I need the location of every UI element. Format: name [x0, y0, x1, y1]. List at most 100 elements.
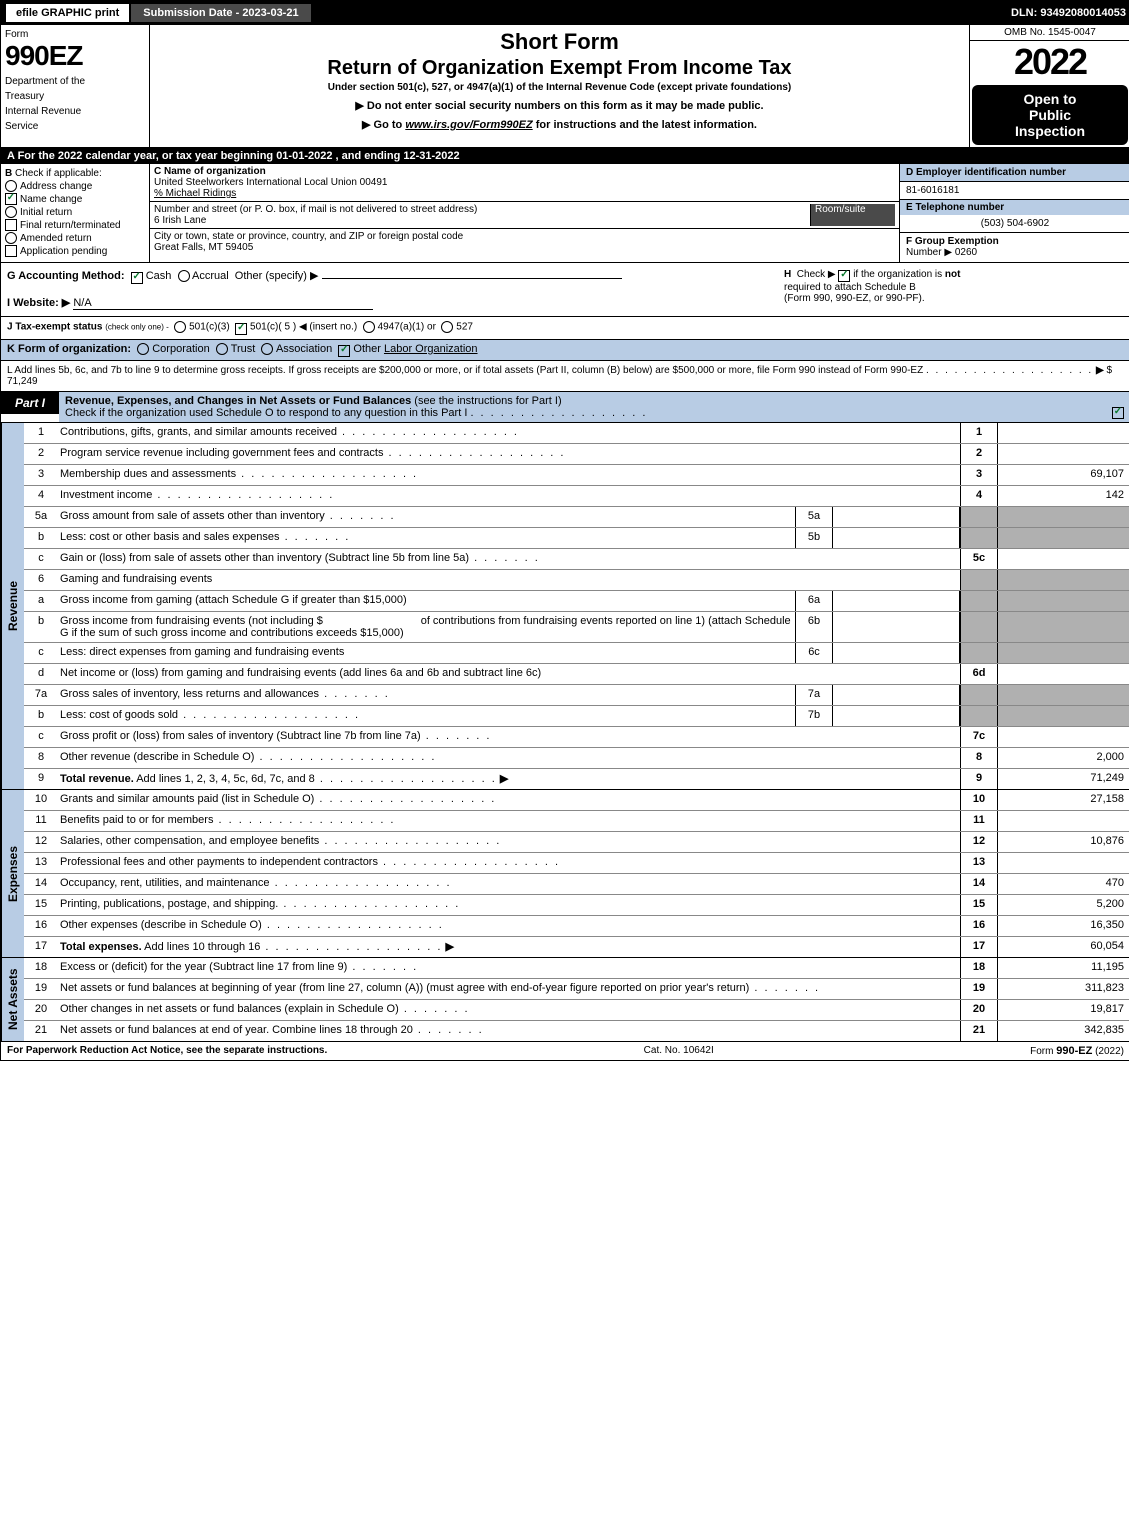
checkbox-accrual[interactable] — [178, 270, 190, 282]
ln-15-rnum: 15 — [960, 895, 998, 915]
ln-13-desc: Professional fees and other payments to … — [60, 856, 378, 868]
section-bcd: B Check if applicable: Address change Na… — [1, 164, 1129, 263]
ln-18-desc: Excess or (deficit) for the year (Subtra… — [60, 961, 347, 973]
ln-10-val: 27,158 — [998, 790, 1129, 810]
ln-5b-mid: 5b — [795, 528, 833, 548]
dept-line-1: Department of the — [5, 76, 145, 87]
ln-17-desc: Add lines 10 through 16 — [144, 941, 260, 953]
ln-6c-desc: Less: direct expenses from gaming and fu… — [58, 643, 795, 663]
ln-6b-desc-pre: Gross income from fundraising events (no… — [60, 615, 323, 627]
radio-other[interactable] — [338, 345, 350, 357]
omb-number: OMB No. 1545-0047 — [970, 25, 1129, 41]
open-to: Open to — [976, 91, 1124, 107]
ln-6b-desc: Gross income from fundraising events (no… — [58, 612, 795, 642]
ln-15-val: 5,200 — [998, 895, 1129, 915]
radio-association[interactable] — [261, 343, 273, 355]
ln-4-rnum: 4 — [960, 486, 998, 506]
part-1-title-note: (see the instructions for Part I) — [414, 395, 561, 407]
part-1-check-text: Check if the organization used Schedule … — [65, 407, 467, 419]
h-text4: (Form 990, 990-EZ, or 990-PF). — [784, 293, 925, 304]
ln-6c-mid: 6c — [795, 643, 833, 663]
ln-6a-shade — [960, 591, 998, 611]
ln-7a-shade — [960, 685, 998, 705]
radio-527[interactable] — [441, 321, 453, 333]
checkbox-initial-return[interactable] — [5, 206, 17, 218]
radio-corporation[interactable] — [137, 343, 149, 355]
ln-2-rnum: 2 — [960, 444, 998, 464]
ln-3-rnum: 3 — [960, 465, 998, 485]
ln-5a-num: 5a — [24, 507, 58, 527]
b-label: B — [5, 168, 12, 179]
efile-print-button[interactable]: efile GRAPHIC print — [5, 3, 130, 23]
checkbox-schedule-o[interactable] — [1112, 407, 1124, 419]
checkbox-final-return[interactable] — [5, 219, 17, 231]
ln-9-val: 71,249 — [998, 769, 1129, 789]
b-item-4: Amended return — [20, 233, 92, 244]
ln-5c-rnum: 5c — [960, 549, 998, 569]
org-name: United Steelworkers International Local … — [154, 177, 387, 188]
k-opt-0: Corporation — [152, 343, 209, 355]
ln-16-num: 16 — [24, 916, 58, 936]
column-d: D Employer identification number 81-6016… — [900, 164, 1129, 262]
b-item-0: Address change — [20, 181, 92, 192]
i-label: I Website: ▶ — [7, 297, 70, 309]
h-text2: if the organization is — [853, 269, 945, 280]
phone-value: (503) 504-6902 — [900, 215, 1129, 233]
radio-trust[interactable] — [216, 343, 228, 355]
radio-4947[interactable] — [363, 321, 375, 333]
ln-2-desc: Program service revenue including govern… — [60, 447, 383, 459]
checkbox-address-change[interactable] — [5, 180, 17, 192]
ln-6a-mid: 6a — [795, 591, 833, 611]
k-opt-2: Association — [276, 343, 332, 355]
row-a-tax-year: A For the 2022 calendar year, or tax yea… — [1, 148, 1129, 164]
subtitle: Under section 501(c), 527, or 4947(a)(1)… — [154, 82, 965, 93]
k-opt-1: Trust — [231, 343, 256, 355]
ln-5c-desc: Gain or (loss) from sale of assets other… — [60, 552, 469, 564]
k-label: K Form of organization: — [7, 343, 131, 355]
ln-1-desc: Contributions, gifts, grants, and simila… — [60, 426, 337, 438]
ln-20-val: 19,817 — [998, 1000, 1129, 1020]
ln-8-rnum: 8 — [960, 748, 998, 768]
ln-7b-shade — [960, 706, 998, 726]
f-label: F Group Exemption — [906, 236, 999, 247]
ln-14-desc: Occupancy, rent, utilities, and maintena… — [60, 877, 270, 889]
ln-6-desc: Gaming and fundraising events — [58, 570, 960, 590]
ln-1-rnum: 1 — [960, 423, 998, 443]
checkbox-name-change[interactable] — [5, 193, 17, 205]
ln-5a-mid: 5a — [795, 507, 833, 527]
footer-right: Form 990-EZ (2022) — [1030, 1045, 1124, 1057]
revenue-side-label: Revenue — [1, 423, 24, 789]
checkbox-h[interactable] — [838, 270, 850, 282]
j-opt4: 527 — [456, 322, 473, 333]
ln-6d-val — [998, 664, 1129, 684]
short-form-title: Short Form — [154, 29, 965, 55]
irs-link[interactable]: www.irs.gov/Form990EZ — [405, 119, 532, 131]
ln-11-rnum: 11 — [960, 811, 998, 831]
j-label: J Tax-exempt status — [7, 322, 102, 333]
dept-line-3: Internal Revenue — [5, 106, 145, 117]
ln-18-rnum: 18 — [960, 958, 998, 978]
ln-15-num: 15 — [24, 895, 58, 915]
radio-501c3[interactable] — [174, 321, 186, 333]
checkbox-amended-return[interactable] — [5, 232, 17, 244]
ln-6d-num: d — [24, 664, 58, 684]
h-label: H — [784, 269, 791, 280]
j-opt1: 501(c)(3) — [189, 322, 230, 333]
checkbox-application-pending[interactable] — [5, 245, 17, 257]
ln-19-rnum: 19 — [960, 979, 998, 999]
footer-right-post: (2022) — [1092, 1046, 1124, 1057]
checkbox-cash[interactable] — [131, 272, 143, 284]
j-opt3: 4947(a)(1) or — [378, 322, 436, 333]
ln-7b-midval — [833, 706, 960, 726]
ln-1-val — [998, 423, 1129, 443]
radio-501c[interactable] — [235, 323, 247, 335]
ln-19-val: 311,823 — [998, 979, 1129, 999]
ln-4-num: 4 — [24, 486, 58, 506]
g-other-field[interactable] — [322, 278, 622, 279]
tax-year: 2022 — [970, 41, 1129, 83]
goto-pre: ▶ Go to — [362, 119, 405, 131]
ln-6a-desc: Gross income from gaming (attach Schedul… — [58, 591, 795, 611]
ln-6b-shade — [960, 612, 998, 642]
ln-3-num: 3 — [24, 465, 58, 485]
ln-21-num: 21 — [24, 1021, 58, 1041]
